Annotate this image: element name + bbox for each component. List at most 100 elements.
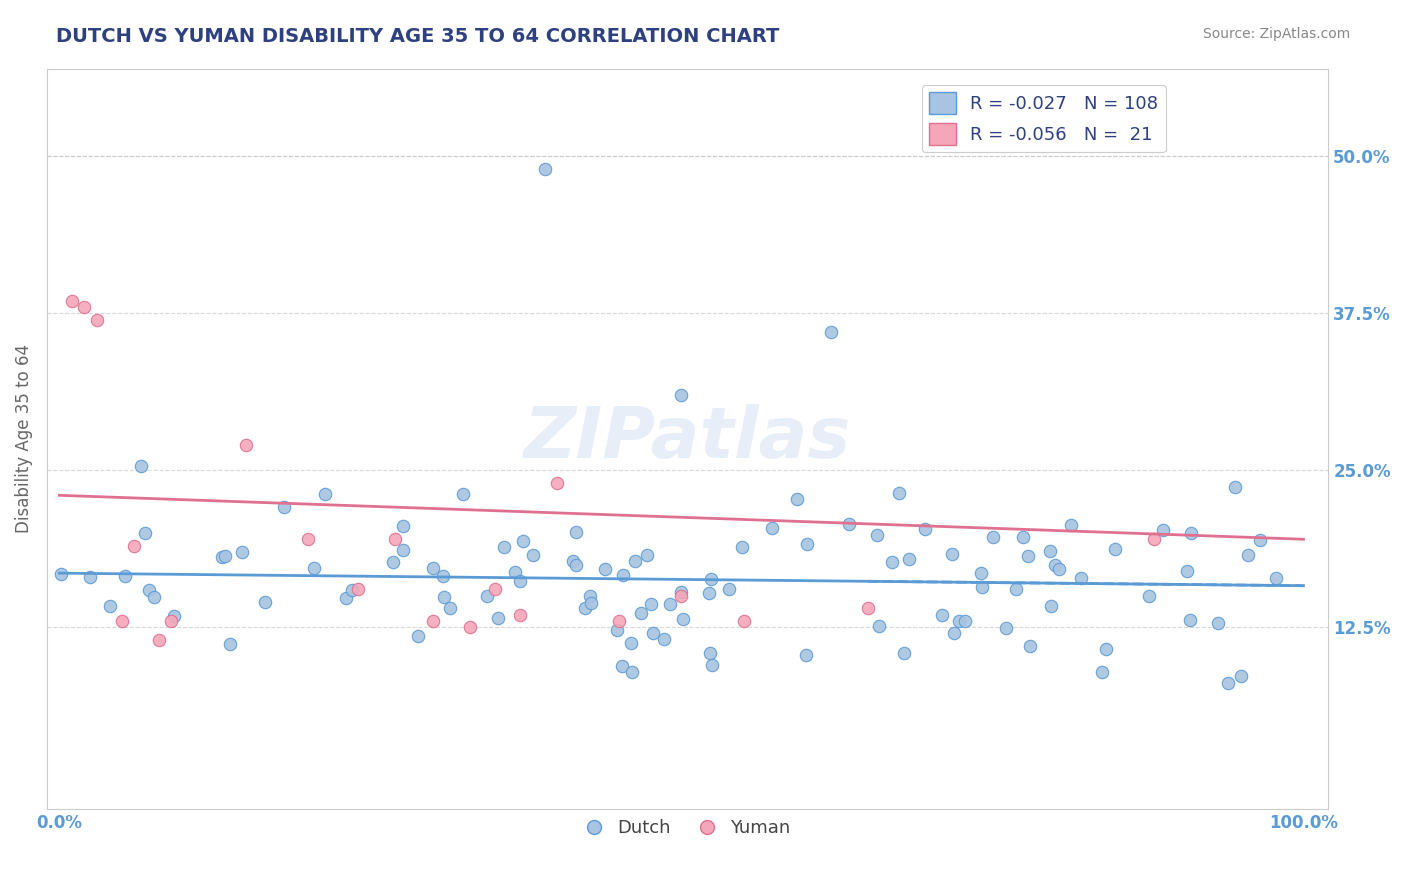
Point — [1230, 669, 1253, 683]
Point — [439, 601, 461, 615]
Point — [786, 491, 808, 506]
Point — [579, 589, 602, 603]
Point — [335, 591, 357, 605]
Point — [564, 525, 586, 540]
Point — [484, 582, 506, 597]
Point — [533, 161, 555, 176]
Point — [733, 614, 755, 628]
Point — [1265, 571, 1288, 585]
Point — [314, 487, 336, 501]
Point — [564, 558, 586, 572]
Point — [1175, 565, 1198, 579]
Point — [1045, 558, 1067, 572]
Point — [122, 539, 145, 553]
Point — [143, 590, 166, 604]
Point — [1059, 518, 1081, 533]
Point — [820, 325, 842, 339]
Point — [636, 549, 658, 563]
Point — [392, 542, 415, 557]
Point — [1091, 665, 1114, 679]
Point — [970, 566, 993, 581]
Point — [796, 537, 818, 551]
Point — [1137, 590, 1160, 604]
Point — [297, 533, 319, 547]
Point — [700, 658, 723, 673]
Point — [761, 521, 783, 535]
Point — [955, 614, 977, 628]
Point — [458, 620, 481, 634]
Point — [671, 585, 693, 599]
Point — [731, 540, 754, 554]
Point — [671, 388, 693, 402]
Point — [1216, 676, 1239, 690]
Point — [1143, 533, 1166, 547]
Point — [432, 569, 454, 583]
Text: ZIPatlas: ZIPatlas — [524, 404, 851, 474]
Point — [492, 540, 515, 554]
Point — [1180, 613, 1202, 627]
Point — [893, 646, 915, 660]
Point — [898, 552, 921, 566]
Point — [433, 591, 456, 605]
Point — [509, 607, 531, 622]
Point — [624, 554, 647, 568]
Point — [1004, 582, 1026, 596]
Point — [503, 565, 526, 579]
Point — [914, 522, 936, 536]
Point — [868, 619, 890, 633]
Point — [451, 487, 474, 501]
Point — [699, 646, 721, 660]
Point — [972, 580, 994, 594]
Point — [948, 614, 970, 628]
Point — [422, 561, 444, 575]
Point — [1017, 549, 1039, 564]
Point — [98, 599, 121, 613]
Point — [1039, 544, 1062, 558]
Point — [488, 611, 510, 625]
Point — [607, 614, 630, 628]
Point — [160, 614, 183, 628]
Point — [630, 606, 652, 620]
Point — [231, 545, 253, 559]
Point — [73, 300, 96, 314]
Point — [422, 614, 444, 628]
Point — [887, 486, 910, 500]
Point — [235, 438, 257, 452]
Point — [581, 596, 603, 610]
Point — [512, 533, 534, 548]
Point — [866, 527, 889, 541]
Point — [1012, 530, 1035, 544]
Point — [114, 569, 136, 583]
Point — [218, 637, 240, 651]
Point — [347, 582, 370, 597]
Legend: Dutch, Yuman: Dutch, Yuman — [578, 812, 797, 845]
Point — [794, 648, 817, 662]
Point — [931, 608, 953, 623]
Point — [1104, 541, 1126, 556]
Point — [621, 665, 644, 679]
Point — [340, 582, 363, 597]
Point — [475, 589, 498, 603]
Point — [1070, 571, 1092, 585]
Point — [941, 547, 963, 561]
Point — [138, 583, 160, 598]
Point — [391, 519, 413, 533]
Point — [163, 608, 186, 623]
Point — [593, 561, 616, 575]
Point — [1095, 642, 1118, 657]
Point — [302, 561, 325, 575]
Point — [672, 612, 695, 626]
Point — [384, 533, 406, 547]
Point — [1206, 616, 1229, 631]
Point — [273, 500, 295, 515]
Point — [699, 572, 721, 586]
Point — [981, 530, 1004, 544]
Point — [148, 632, 170, 647]
Point — [86, 312, 108, 326]
Point — [1018, 639, 1040, 653]
Point — [110, 614, 132, 628]
Point — [838, 516, 860, 531]
Point — [1047, 562, 1070, 576]
Point — [382, 555, 405, 569]
Point — [640, 598, 662, 612]
